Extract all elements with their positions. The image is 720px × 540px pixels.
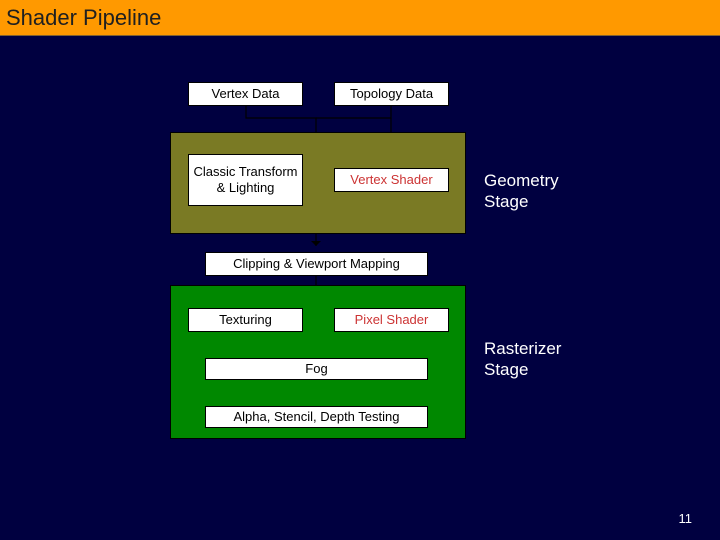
clip-vp-box: Clipping & Viewport Mapping (205, 252, 428, 276)
classic-tl-box: Classic Transform & Lighting (188, 154, 303, 206)
page-number: 11 (679, 511, 693, 526)
vertex-data-box: Vertex Data (188, 82, 303, 106)
arrowhead-4 (311, 241, 321, 246)
pipeline-diagram: Vertex Data Topology Data Classic Transfor… (0, 36, 720, 506)
fog-box: Fog (205, 358, 428, 380)
title-bar: Shader Pipeline (0, 0, 720, 36)
texturing-box: Texturing (188, 308, 303, 332)
asd-test-box: Alpha, Stencil, Depth Testing (205, 406, 428, 428)
arrow-1 (316, 106, 391, 118)
slide-title: Shader Pipeline (6, 5, 161, 31)
topology-data-box: Topology Data (334, 82, 449, 106)
geometry-stage-label: GeometryStage (484, 170, 559, 213)
rasterizer-stage-label: RasterizerStage (484, 338, 561, 381)
vertex-shader-box: Vertex Shader (334, 168, 449, 192)
pixel-shader-box: Pixel Shader (334, 308, 449, 332)
